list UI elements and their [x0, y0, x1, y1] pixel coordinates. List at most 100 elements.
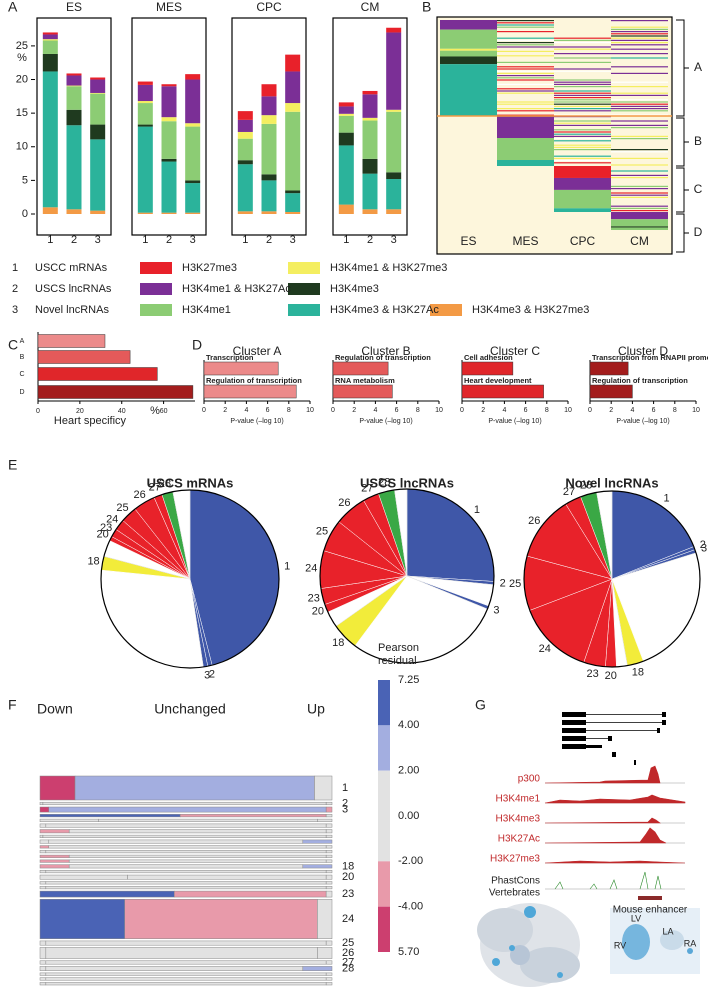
mosaic-cell	[39, 947, 47, 959]
bar-segment	[42, 34, 58, 40]
bar-segment	[161, 86, 177, 118]
mosaic-cell	[325, 972, 333, 976]
heatmap-stripe	[554, 70, 611, 72]
legend-label: H3K4me3 & H3K27Ac	[330, 304, 439, 316]
x-tick-label: 0	[460, 407, 464, 414]
legend-label: H3K27me3	[182, 262, 237, 274]
heatmap-stripe	[554, 114, 611, 116]
mosaic-cell	[39, 834, 44, 838]
bar-segment	[42, 53, 58, 72]
slice-label: 27	[149, 481, 161, 493]
mosaic-cell	[39, 859, 70, 863]
heatmap-band	[440, 48, 497, 51]
bar	[37, 385, 194, 399]
slice-label: 27	[361, 483, 373, 495]
heatmap-stripe	[554, 108, 611, 110]
mosaic-cell	[45, 850, 327, 854]
bar-segment	[137, 103, 153, 125]
heatmap-stripe	[497, 26, 554, 28]
mosaic-cell	[45, 960, 327, 965]
slice-label: 2	[209, 668, 215, 680]
heatmap-band	[440, 50, 497, 57]
mosaic-cell	[325, 801, 333, 806]
x-tick-label: 0	[588, 407, 592, 414]
row-label: 18	[342, 860, 354, 872]
x-tick-label: 4	[630, 407, 634, 414]
facet-frame	[231, 17, 307, 236]
legend-title: Pearson	[378, 642, 419, 654]
bar-segment	[137, 84, 153, 102]
heatmap-stripe	[554, 79, 611, 81]
track-label: H3K4me1	[496, 794, 541, 805]
bar-segment	[386, 111, 402, 173]
column-header: Up	[307, 701, 325, 717]
row-label: 1	[342, 782, 348, 794]
category-label: B	[20, 354, 25, 361]
mosaic-cell	[302, 839, 333, 844]
heatmap-stripe	[611, 35, 668, 37]
mosaic-cell	[127, 874, 327, 880]
heatmap-stripe	[554, 157, 611, 159]
x-tick-label: 3	[190, 234, 196, 246]
heatmap-stripe	[611, 127, 668, 129]
heatmap-stripe	[497, 46, 554, 48]
bar-segment	[386, 179, 402, 210]
heatmap-band	[554, 189, 611, 209]
mosaic-cell	[39, 854, 70, 858]
track-label: H3K4me3	[496, 814, 541, 825]
legend-band	[378, 816, 390, 862]
bar-segment	[338, 204, 354, 214]
bar-segment	[42, 32, 58, 35]
bar-segment	[66, 209, 82, 214]
mosaic-cell	[39, 801, 44, 806]
mosaic-cell	[39, 829, 70, 834]
heatmap-stripe	[554, 94, 611, 96]
slice-label: 18	[87, 555, 99, 567]
heatmap-band	[440, 64, 497, 116]
bar-segment	[66, 109, 82, 126]
bar-segment	[261, 180, 277, 212]
cluster-bracket	[676, 19, 689, 117]
slice-label: 24	[305, 563, 317, 575]
x-tick-label: 2	[71, 234, 77, 246]
heatmap-stripe	[611, 188, 668, 190]
x-axis-label: P-value (–log 10)	[359, 418, 412, 425]
bar-segment	[137, 212, 153, 214]
pie-title: USCS mRNAs	[147, 475, 234, 490]
bar-segment	[362, 117, 378, 121]
mosaic-cell	[325, 850, 333, 854]
x-tick-label: 2	[481, 407, 485, 414]
x-tick-label: 2	[166, 234, 172, 246]
bar	[461, 361, 514, 376]
bar-segment	[66, 73, 82, 76]
mosaic-cell	[45, 881, 327, 885]
mosaic-cell	[45, 870, 327, 874]
x-tick-label: 6	[395, 407, 399, 414]
bar-segment	[66, 86, 82, 110]
heatmap-stripe	[554, 97, 611, 99]
heatmap-stripe	[611, 26, 668, 28]
heatmap-stripe	[611, 42, 668, 44]
y-axis-label: %	[17, 52, 27, 64]
mosaic-cell	[39, 960, 47, 965]
heatmap-stripe	[611, 124, 668, 126]
key-number: 2	[12, 283, 18, 295]
x-tick-label: 2	[223, 407, 227, 414]
mosaic-cell	[74, 775, 315, 801]
heatmap-stripe	[554, 110, 611, 112]
heatmap-stripe	[554, 86, 611, 88]
heatmap-stripe	[497, 110, 554, 112]
facet-frame	[332, 17, 408, 236]
bar-segment	[285, 211, 301, 214]
facet-title: Cluster C	[490, 344, 540, 358]
x-tick-label: 10	[692, 407, 700, 414]
heatmap-stripe	[611, 157, 668, 159]
heatmap-stripe	[497, 22, 554, 24]
heatmap-stripe	[497, 61, 554, 63]
heatmap-stripe	[554, 37, 611, 39]
bar-label: Regulation of transcription	[335, 353, 431, 362]
mosaic-cell	[302, 864, 333, 869]
x-tick-label: 4	[244, 407, 248, 414]
legend-label: H3K4me1 & H3K27me3	[330, 262, 447, 274]
legend-band	[378, 861, 390, 907]
